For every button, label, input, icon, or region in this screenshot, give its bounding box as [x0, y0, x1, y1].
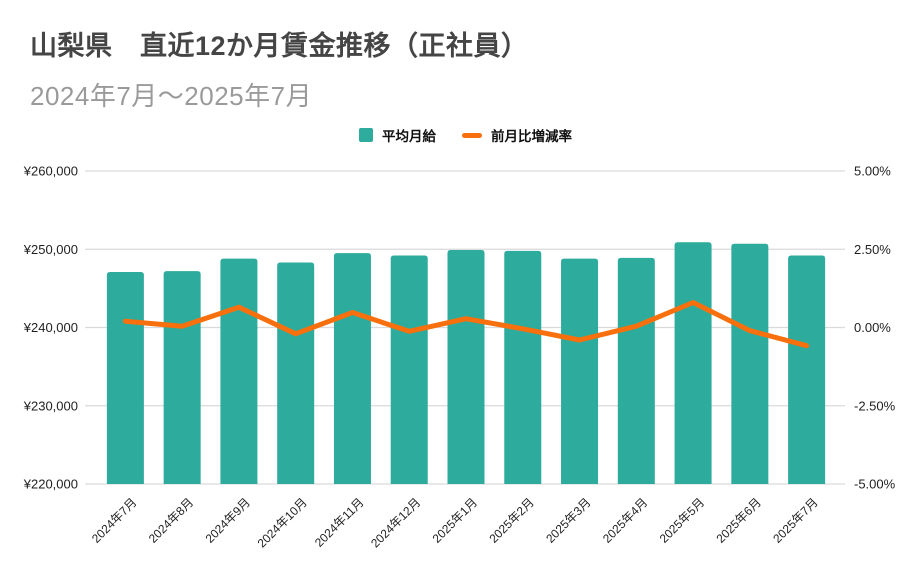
wage-bar [163, 271, 201, 484]
y-axis-label-left: ¥250,000 [23, 242, 78, 257]
x-axis-label: 2025年1月 [430, 495, 480, 545]
y-axis-label-left: ¥220,000 [23, 477, 78, 492]
y-axis-label-left: ¥230,000 [23, 398, 78, 413]
x-axis-label: 2024年10月 [255, 495, 310, 550]
legend: 平均月給 前月比増減率 [5, 125, 921, 145]
wage-bar [390, 255, 428, 484]
legend-item-wage: 平均月給 [359, 125, 436, 145]
y-axis-label-right: 0.00% [854, 320, 891, 335]
wage-bar [788, 255, 826, 484]
wage-bar [333, 253, 371, 484]
x-axis-label: 2025年4月 [600, 495, 650, 545]
y-axis-label-right: -5.00% [854, 477, 896, 492]
legend-label-wage: 平均月給 [382, 129, 436, 144]
y-axis-label-left: ¥260,000 [23, 164, 78, 179]
x-axis-label: 2024年7月 [89, 495, 139, 545]
x-axis-label: 2025年3月 [543, 495, 593, 545]
wage-bar [504, 250, 542, 484]
x-axis-label: 2024年8月 [146, 495, 196, 545]
chart-subtitle: 2024年7月～2025年7月 [30, 81, 313, 111]
wage-bar [277, 262, 315, 484]
bar-series-swatch-icon [359, 128, 373, 142]
x-axis-label: 2024年11月 [312, 495, 367, 550]
pct-change-line [122, 300, 810, 349]
wage-bar [220, 258, 258, 484]
y-axis-label-left: ¥240,000 [23, 320, 78, 335]
y-axis-label-right: 5.00% [854, 164, 891, 179]
wage-bar [674, 242, 712, 484]
wage-bar [447, 250, 485, 484]
y-axis-label-right: 2.50% [854, 242, 891, 257]
y-axis-label-right: -2.50% [854, 398, 896, 413]
chart-header: 山梨県 直近12か月賃金推移（正社員） 2024年7月～2025年7月 [30, 24, 529, 113]
wage-bar [106, 271, 144, 484]
x-axis-label: 2025年7月 [770, 495, 820, 545]
x-axis-label: 2025年6月 [713, 495, 763, 545]
x-axis-label: 2024年12月 [368, 495, 423, 550]
x-axis-label: 2025年5月 [657, 495, 707, 545]
line-series-swatch-icon [462, 132, 482, 138]
legend-item-pct: 前月比増減率 [462, 125, 572, 145]
legend-label-pct: 前月比増減率 [491, 129, 572, 144]
wage-bar [561, 258, 599, 484]
wage-bar [731, 243, 769, 484]
chart-title: 山梨県 直近12か月賃金推移（正社員） [30, 31, 529, 61]
wage-bar [617, 257, 655, 484]
x-axis-label: 2025年2月 [486, 495, 536, 545]
x-axis-label: 2024年9月 [203, 495, 253, 545]
